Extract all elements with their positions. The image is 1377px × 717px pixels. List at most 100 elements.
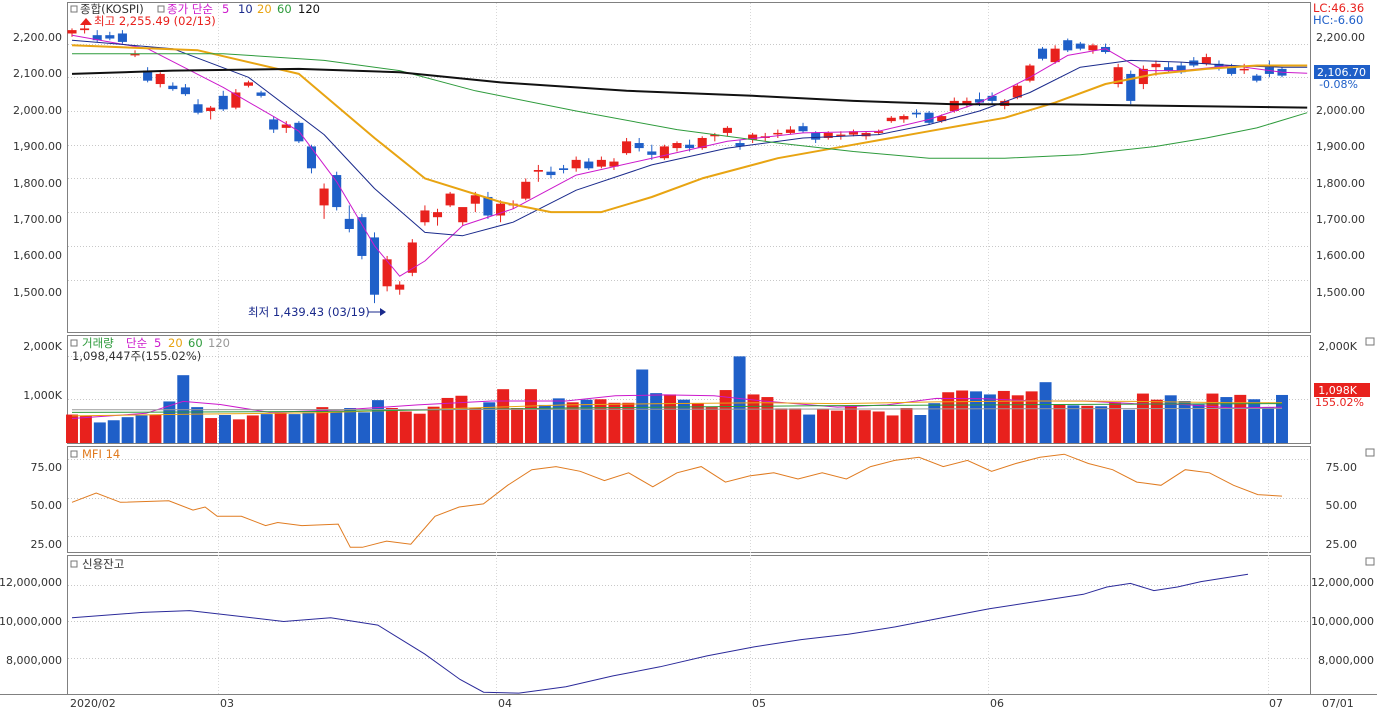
volume-bar: [66, 414, 78, 443]
candle-body: [344, 218, 354, 229]
legend-box-icon[interactable]: [70, 560, 78, 568]
volume-legend-ma60: 60: [188, 336, 203, 350]
candle-body: [659, 146, 669, 159]
price-tick-label: 2,000.00: [13, 104, 62, 117]
panel-close-icon[interactable]: [1365, 337, 1375, 346]
volume-bar: [789, 408, 802, 443]
credit-tick-label: 12,000,000: [0, 576, 62, 589]
low-note: 최저 1,439.43 (03/19): [248, 305, 370, 319]
volume-bar: [1234, 394, 1247, 443]
volume-legend[interactable]: 거래량 단순 5 20 60 120 1,098,447주(155.02%): [70, 336, 230, 363]
volume-bar: [246, 415, 259, 443]
volume-bar: [455, 395, 468, 443]
candle-body: [1126, 73, 1136, 101]
credit-legend-title[interactable]: 신용잔고: [82, 557, 124, 571]
mfi-legend-title[interactable]: MFI 14: [82, 447, 120, 461]
volume-bar: [761, 397, 774, 443]
volume-bar: [636, 369, 649, 443]
price-change: -0.08%: [1319, 78, 1358, 91]
mfi-tick-label: 25.00: [1326, 538, 1358, 551]
candle-body: [1063, 40, 1073, 51]
candle-body: [1012, 85, 1022, 98]
candle-body: [80, 28, 90, 31]
price-tick-label: 1,600.00: [1316, 249, 1365, 262]
candle-body: [584, 161, 594, 169]
current-price-box: [1314, 65, 1370, 79]
candle-body: [911, 112, 922, 115]
volume-bar: [956, 390, 969, 443]
candle-body: [962, 100, 972, 105]
volume-box-value: 1,098K: [1318, 384, 1357, 397]
price-tick-label: 1,800.00: [13, 177, 62, 190]
candle-body: [231, 92, 241, 108]
panel-controls[interactable]: [1365, 337, 1375, 566]
candle-body: [533, 170, 543, 172]
volume-bar: [288, 414, 301, 443]
candle-body: [92, 35, 102, 41]
volume-bar: [914, 415, 927, 443]
mfi-y-axis: 75.00 50.00 25.00 75.00 50.00 25.00: [31, 461, 1358, 551]
volume-bar: [622, 402, 635, 443]
panel-close-icon[interactable]: [1365, 448, 1375, 457]
legend-box-icon[interactable]: [157, 5, 165, 13]
candle-body: [1176, 65, 1186, 73]
candle-body: [458, 207, 468, 223]
price-legend-ma5: 5: [222, 2, 229, 16]
price-tick-label: 1,900.00: [1316, 140, 1365, 153]
candle-body: [521, 181, 531, 199]
volume-bar: [1136, 393, 1149, 443]
volume-bar: [121, 417, 134, 443]
candle-body: [218, 95, 228, 110]
credit-legend[interactable]: 신용잔고: [70, 557, 124, 571]
candle-body: [420, 210, 430, 223]
candle-body: [546, 171, 556, 176]
volume-legend-ma20: 20: [168, 336, 183, 350]
mfi-panel-frame: [67, 446, 1311, 553]
volume-bar: [163, 401, 176, 443]
price-tick-label: 1,500.00: [13, 286, 62, 299]
candle-body: [899, 116, 909, 120]
volume-bar: [135, 415, 148, 443]
panel-close-icon[interactable]: [1365, 557, 1375, 566]
legend-box-icon[interactable]: [70, 450, 78, 458]
mfi-legend[interactable]: MFI 14: [70, 447, 120, 461]
price-legend-title[interactable]: 종합(KOSPI): [80, 2, 144, 16]
volume-bar: [219, 415, 231, 443]
volume-bar: [358, 412, 371, 443]
candle-body: [332, 175, 342, 208]
volume-bar: [191, 407, 204, 443]
candle-body: [1252, 75, 1262, 81]
volume-bar: [594, 399, 607, 443]
volume-box-pct: 155.02%: [1315, 396, 1364, 409]
candle-body: [483, 196, 493, 216]
x-tick-label: 07: [1269, 697, 1283, 710]
volume-bar: [1123, 409, 1135, 443]
volume-bar: [608, 402, 621, 443]
legend-box-icon[interactable]: [70, 339, 78, 347]
volume-bar: [552, 398, 565, 443]
volume-bar: [538, 404, 551, 443]
candle-body: [496, 203, 506, 216]
candle-body: [369, 237, 380, 295]
legend-box-icon[interactable]: [70, 5, 78, 13]
candle-body: [811, 132, 821, 140]
price-legend[interactable]: 종합(KOSPI) 종가 단순 5 10 20 60 120: [70, 2, 320, 16]
volume-bar: [858, 410, 871, 443]
volume-bar: [260, 414, 273, 443]
volume-bar: [385, 408, 398, 443]
candle-body: [1075, 43, 1085, 49]
volume-bar: [664, 394, 677, 443]
price-tick-label: 2,100.00: [13, 67, 62, 80]
candle-body: [256, 92, 266, 96]
volume-legend-ma5: 5: [154, 336, 161, 350]
candle-body: [1101, 46, 1111, 53]
volume-bar: [524, 389, 537, 443]
chart-marks: [66, 25, 1308, 694]
credit-tick-label: 10,000,000: [1311, 615, 1374, 628]
volume-legend-title[interactable]: 거래량: [82, 336, 114, 350]
volume-bar: [733, 356, 746, 443]
x-axis-date-readout: 07/01: [1322, 697, 1354, 710]
volume-bar: [1109, 402, 1122, 443]
volume-bar: [886, 415, 899, 443]
